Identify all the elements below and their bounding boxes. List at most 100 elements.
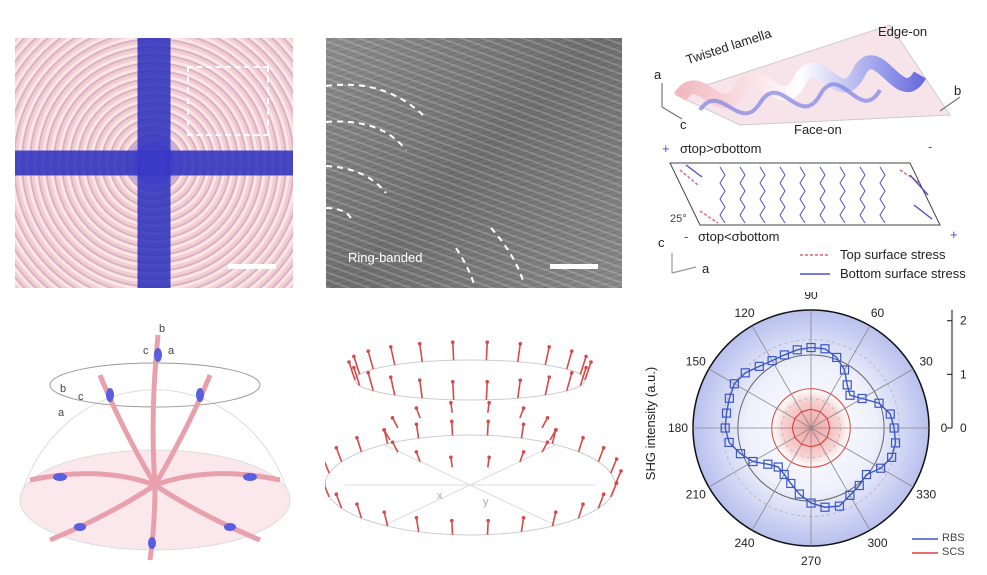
vector-arrow-head [352,355,356,359]
axis-label-b: b [159,323,165,335]
vector-arrow-head [581,436,585,440]
angle-tick-label: 150 [686,355,706,369]
vector-arrow-head [415,422,419,426]
vector-arrow-head [352,366,356,370]
zoom-region-box [187,66,269,136]
vector-arrow [368,351,373,369]
plus-bottom-right: + [950,227,958,242]
vector-arrow-head [415,450,419,454]
vector-arrow [579,504,583,518]
vector-arrow-head [418,342,422,346]
angle-tick-label: 270 [801,554,821,568]
vector-arrow [416,518,418,532]
vector-arrow-head [487,455,491,459]
vector-arrow [487,421,488,435]
vector-arrow [486,342,487,360]
vector-arrow-head [518,378,522,382]
vector-arrow-head [382,428,386,432]
legend-bottom-label: Bottom surface stress [840,266,966,281]
radial-tick-label: 2 [960,314,967,328]
lamella-schematic: Twisted lamella Edge-on Face-on a c b + … [640,15,987,290]
sigma-top-gt-label: σtop>σbottom [680,141,761,156]
vector-arrow [487,521,488,535]
vector-arrow [545,347,549,365]
axis-a-label: a [654,67,661,82]
vector-arrow [357,438,361,452]
axis-c-label: c [680,117,687,132]
vector-arrow [611,483,617,497]
vector-arrow [567,351,572,369]
vector-arrow [453,342,454,360]
ring-banded-label: Ring-banded [348,250,422,265]
vector-arrow-head [522,516,526,520]
y-axis-label: SHG intensity (a.u.) [643,367,658,480]
vector-arrow-head [389,345,393,349]
angle-tick-label: 240 [734,536,754,550]
vector-arrow [420,380,422,398]
hemisphere-drawing [10,315,300,565]
vector-arrow-head [486,420,490,424]
vector-arrow-head [450,519,454,523]
vector-arrow-head [518,342,522,346]
vector-arrow-head [451,380,455,384]
vector-arrow [368,373,373,391]
vector-arrow-head [546,440,550,444]
vector-arrow-head [584,355,588,359]
scale-bar [228,264,276,269]
vector-arrow [585,362,591,380]
vector-arrow [391,377,395,395]
vector-arrow [518,344,520,362]
vector-arrow [453,382,454,400]
vector-arrow-head [554,510,558,514]
vector-arrow-head [522,422,526,426]
vector-arrow-head [366,349,370,353]
minus-top-right: - [928,139,932,154]
vector-arrow-head [485,380,489,384]
angle-tick-label: 300 [867,536,887,550]
axis-a-label-2: a [702,261,709,276]
pom-image [15,38,293,288]
vector-arrow [349,362,355,380]
vector-arrow [416,424,418,438]
vector-arrow-head [334,492,338,496]
vector-arrow-head [486,519,490,523]
angle-tick-label: 210 [686,488,706,502]
vector-arrow-head [485,340,489,344]
vector-arrow-head [522,406,526,410]
angle-tick-label: 120 [734,306,754,320]
axis-c-label-2: c [658,235,665,250]
vector-arrow [452,421,453,435]
vector-arrow [325,483,329,497]
vector-arrow-head [602,492,606,496]
vector-arrow-head [382,510,386,514]
axis-label-c: c [143,345,149,357]
vector-arrow [336,448,341,462]
minus-bottom-left: - [684,229,688,244]
angle-tick-label: 90 [804,292,818,302]
vector-arrow [567,373,572,391]
axis-label-a: a [168,345,174,357]
legend-rbs-label: RBS [942,532,965,544]
vector-arrow-head [389,375,393,379]
vector-arrow [357,504,361,518]
vector-arrow-head [334,446,338,450]
vector-arrow-head [584,366,588,370]
plus-top-left: + [662,141,670,156]
stress-arrows [680,165,932,223]
vector-arrow-head [415,406,419,410]
vector-arrow-head [391,416,395,420]
vector-arrow-head [355,436,359,440]
vector-arrow-head [546,416,550,420]
vector-arrow-head [570,349,574,353]
vector-arrow-head [449,401,453,405]
vector-field: x y [325,330,625,565]
angle-tick-label: 60 [871,306,885,320]
vector-arrow-head [366,371,370,375]
vector-arrow [391,347,395,365]
vector-arrow-head [547,375,551,379]
vector-arrow [486,382,487,400]
vector-arrow-head [581,502,585,506]
axis-label-y: y [483,496,489,508]
